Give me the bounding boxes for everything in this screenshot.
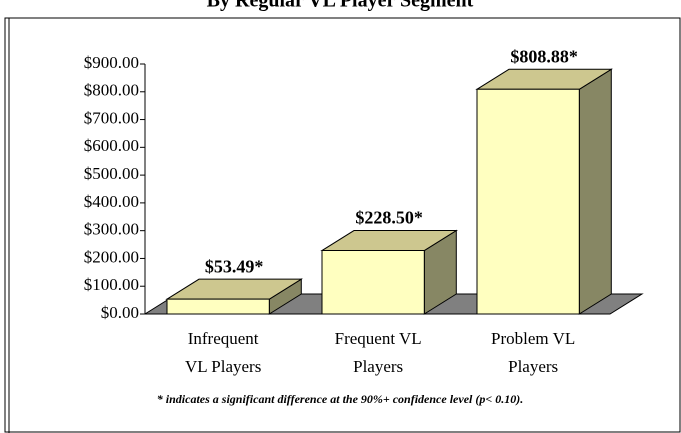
y-tick-label: $400.00 [84,192,139,211]
y-tick-label: $900.00 [84,53,139,72]
y-tick-label: $500.00 [84,164,139,183]
x-tick-label: Players [508,357,558,376]
bar [165,278,304,315]
y-tick-label: $700.00 [84,108,139,127]
bar [320,229,459,315]
footnote: * indicates a significant difference at … [157,392,523,406]
y-tick-label: $800.00 [84,81,139,100]
x-tick-label: Players [353,357,403,376]
chart-title: By Regular VL Player Segment [207,0,474,12]
bar-front [166,298,270,315]
bar-side [578,68,612,315]
y-tick-label: $600.00 [84,136,139,155]
y-tick-label: $0.00 [101,303,139,322]
y-tick-label: $200.00 [84,247,139,266]
x-tick-label: VL Players [185,357,261,376]
x-tick-label: Frequent VL [335,329,422,348]
bar [475,68,614,315]
y-tick-label: $300.00 [84,220,139,239]
value-label: $808.88* [510,46,578,66]
y-tick-label: $100.00 [84,275,139,294]
value-label: $228.50* [355,208,423,228]
x-tick-label: Infrequent [188,329,259,348]
x-tick-label: Problem VL [491,329,575,348]
bar-front [476,88,580,315]
bar-front [321,250,425,315]
frame [4,17,681,433]
value-label: $53.49* [205,256,264,276]
